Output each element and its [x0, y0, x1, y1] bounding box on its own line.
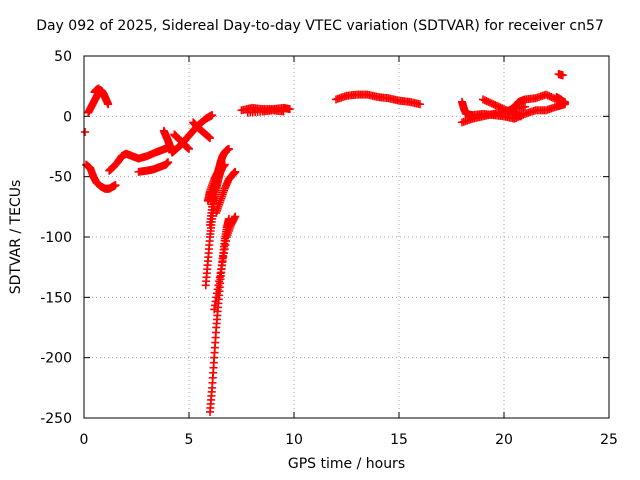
y-tick-label: -200 — [40, 351, 72, 367]
data-point — [516, 112, 525, 121]
data-point — [560, 99, 569, 108]
data-point — [94, 84, 103, 93]
y-tick-label: -100 — [40, 230, 72, 246]
y-tick-label: -50 — [49, 170, 72, 186]
data-point — [231, 212, 240, 221]
data-point — [558, 71, 567, 80]
data-point — [493, 101, 501, 110]
data-point — [216, 160, 225, 169]
data-point — [542, 90, 550, 99]
data-point — [231, 167, 240, 176]
x-tick-label: 0 — [80, 432, 89, 448]
data-point — [479, 95, 487, 104]
chart-title: Day 092 of 2025, Sidereal Day-to-day VTE… — [36, 18, 604, 34]
plot-frame — [83, 55, 610, 419]
x-tick-label: 15 — [390, 432, 408, 448]
data-point — [81, 128, 90, 137]
data-point — [224, 144, 233, 153]
data-point — [500, 105, 508, 114]
data-point — [484, 97, 493, 106]
data-point — [208, 111, 217, 120]
x-tick-label: 20 — [495, 432, 513, 448]
data-point — [521, 102, 529, 111]
x-tick-label: 25 — [600, 432, 618, 448]
data-point — [164, 158, 172, 167]
data-point — [545, 92, 554, 101]
data-point — [498, 104, 507, 113]
data-point — [480, 96, 489, 105]
data-point — [482, 97, 491, 106]
y-tick-label: 50 — [54, 49, 72, 65]
ticks: 50 0 -50 -100 -150 -200 -250 0 5 10 15 20 25 — [40, 49, 618, 448]
y-tick-label: -150 — [40, 290, 72, 306]
data-point — [543, 91, 552, 100]
data-point — [206, 134, 214, 143]
y-axis-label: SDTVAR / TECUs — [8, 179, 24, 295]
data-point — [285, 105, 294, 114]
data-point — [491, 101, 500, 110]
data-point — [489, 100, 498, 109]
data-point — [486, 98, 494, 107]
data-point — [279, 107, 288, 116]
data-point — [104, 100, 113, 109]
data-point — [487, 99, 496, 108]
x-tick-label: 10 — [285, 432, 303, 448]
data-points — [81, 70, 569, 416]
y-tick-label: -250 — [40, 411, 72, 427]
data-point — [111, 181, 120, 190]
x-tick-label: 5 — [185, 432, 194, 448]
data-point — [496, 103, 505, 112]
x-axis-label: GPS time / hours — [287, 456, 406, 472]
data-point — [185, 144, 193, 153]
data-point — [416, 100, 424, 109]
data-point — [494, 102, 503, 111]
y-tick-label: 0 — [63, 109, 72, 125]
